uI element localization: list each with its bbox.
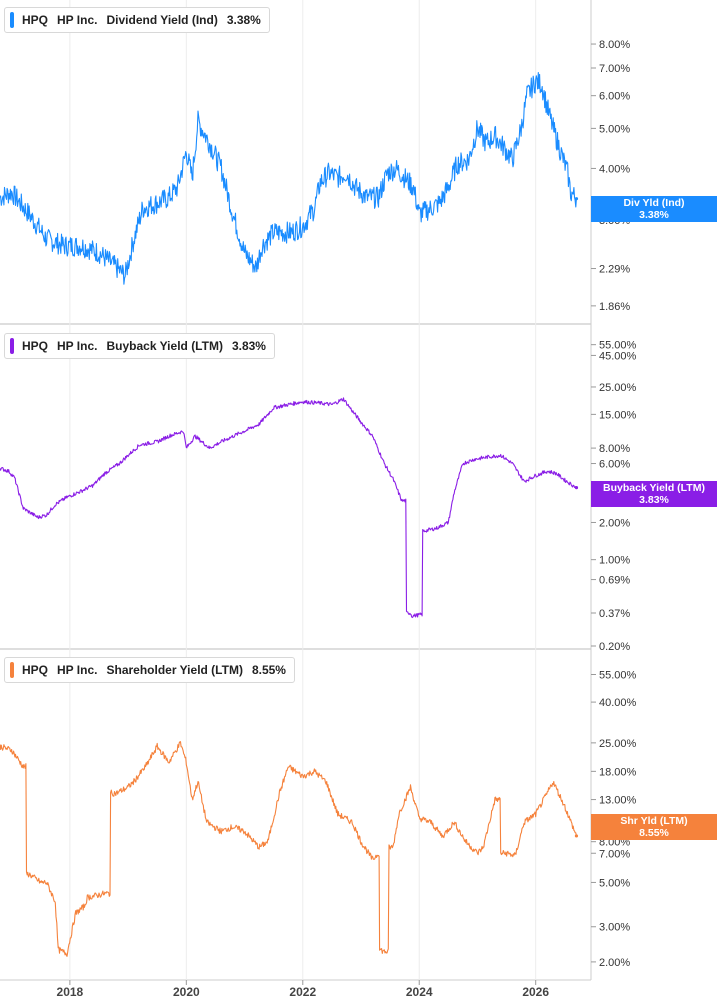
y-tick-label: 25.00% <box>599 738 637 750</box>
legend-metric: Dividend Yield (Ind) <box>106 13 218 27</box>
y-tick-label: 55.00% <box>599 669 637 681</box>
last-value-tag-dividend: Div Yld (Ind) 3.38% <box>591 196 717 222</box>
series-last-point <box>574 197 579 201</box>
y-tick-label: 8.00% <box>599 39 630 51</box>
legend-company: HP Inc. <box>57 339 98 353</box>
y-tick-label: 0.20% <box>599 641 630 653</box>
x-tick-label: 2018 <box>57 985 84 999</box>
legend-ticker: HPQ <box>22 13 49 27</box>
series-line <box>0 397 577 619</box>
x-tick-label: 2026 <box>522 985 549 999</box>
tag-label: Buyback Yield (LTM) <box>603 482 705 494</box>
legend-swatch <box>10 662 14 678</box>
y-tick-label: 7.00% <box>599 848 630 860</box>
series-last-point <box>574 486 579 490</box>
series-line <box>0 741 577 957</box>
legend-company: HP Inc. <box>57 13 98 27</box>
y-tick-label: 2.29% <box>599 264 630 276</box>
y-tick-label: 5.00% <box>599 877 630 889</box>
legend-buyback-yield: HPQ HP Inc. Buyback Yield (LTM) 3.83% <box>4 333 275 359</box>
tag-value: 3.83% <box>639 494 669 506</box>
legend-swatch <box>10 338 14 354</box>
y-tick-label: 2.00% <box>599 517 630 529</box>
last-value-tag-buyback: Buyback Yield (LTM) 3.83% <box>591 481 717 507</box>
y-tick-label: 8.00% <box>599 443 630 455</box>
legend-company: HP Inc. <box>57 663 98 677</box>
y-tick-label: 2.00% <box>599 957 630 969</box>
legend-swatch <box>10 12 14 28</box>
series-line <box>0 72 577 285</box>
tag-label: Div Yld (Ind) <box>623 197 685 209</box>
series-last-point <box>574 834 579 838</box>
tag-value: 3.38% <box>639 209 669 221</box>
y-tick-label: 1.86% <box>599 301 630 313</box>
legend-dividend-yield: HPQ HP Inc. Dividend Yield (Ind) 3.38% <box>4 7 270 33</box>
y-tick-label: 0.69% <box>599 575 630 587</box>
legend-last-value: 3.38% <box>226 13 261 27</box>
y-tick-label: 45.00% <box>599 350 637 362</box>
legend-metric: Buyback Yield (LTM) <box>106 339 223 353</box>
legend-shareholder-yield: HPQ HP Inc. Shareholder Yield (LTM) 8.55… <box>4 657 295 683</box>
y-tick-label: 3.00% <box>599 922 630 934</box>
x-tick-label: 2022 <box>289 985 316 999</box>
legend-ticker: HPQ <box>22 663 49 677</box>
y-tick-label: 4.00% <box>599 163 630 175</box>
x-tick-label: 2020 <box>173 985 200 999</box>
y-tick-label: 18.00% <box>599 766 637 778</box>
y-tick-label: 1.00% <box>599 555 630 567</box>
legend-last-value: 3.83% <box>231 339 266 353</box>
y-tick-label: 5.00% <box>599 123 630 135</box>
y-tick-label: 7.00% <box>599 63 630 75</box>
last-value-tag-shareholder: Shr Yld (LTM) 8.55% <box>591 814 717 840</box>
y-tick-label: 13.00% <box>599 795 637 807</box>
x-tick-label: 2024 <box>406 985 433 999</box>
y-tick-label: 55.00% <box>599 340 637 352</box>
y-tick-label: 6.00% <box>599 459 630 471</box>
y-tick-label: 0.37% <box>599 608 630 620</box>
legend-last-value: 8.55% <box>251 663 286 677</box>
y-tick-label: 40.00% <box>599 697 637 709</box>
tag-value: 8.55% <box>639 827 669 839</box>
tag-label: Shr Yld (LTM) <box>620 815 688 827</box>
y-tick-label: 25.00% <box>599 382 637 394</box>
y-tick-label: 15.00% <box>599 409 637 421</box>
legend-ticker: HPQ <box>22 339 49 353</box>
y-tick-label: 6.00% <box>599 91 630 103</box>
legend-metric: Shareholder Yield (LTM) <box>106 663 243 677</box>
